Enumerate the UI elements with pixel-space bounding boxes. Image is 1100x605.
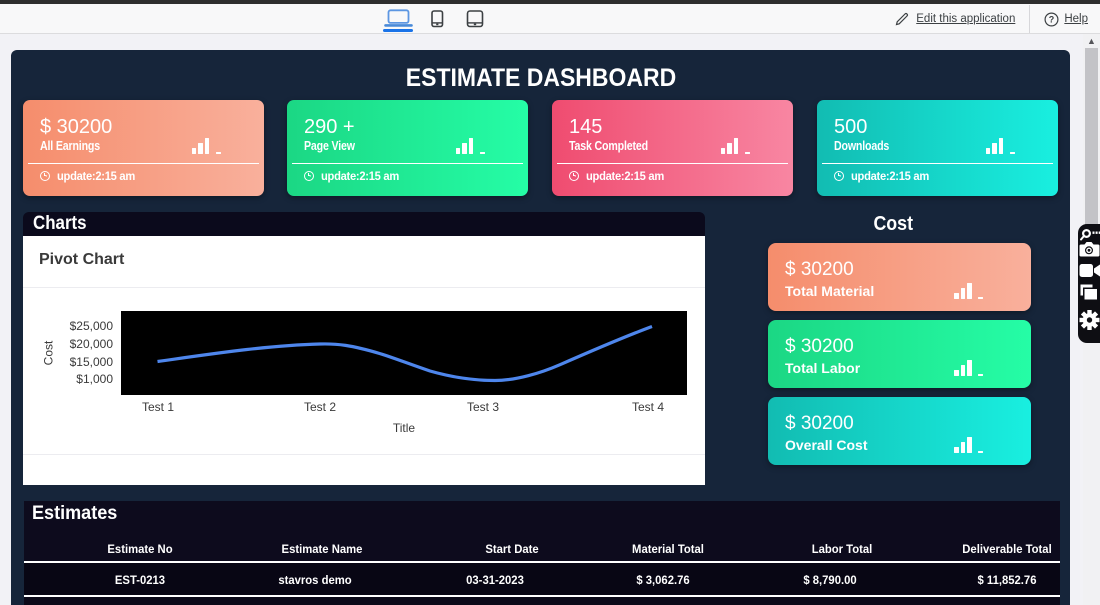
svg-text:?: ? [1049, 14, 1055, 24]
